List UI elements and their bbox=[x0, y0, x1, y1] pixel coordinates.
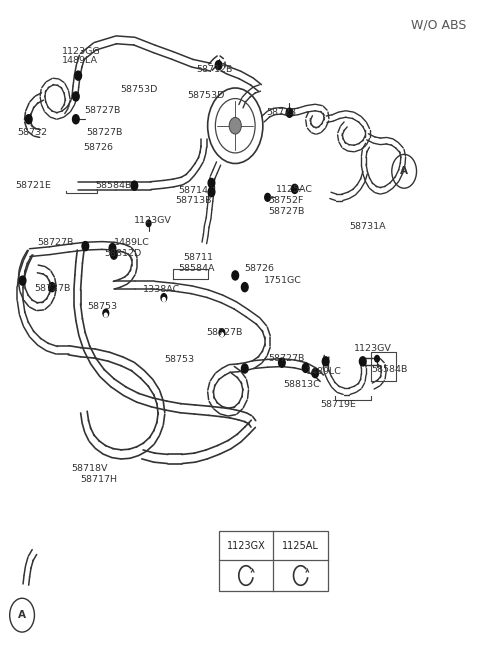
Text: 58584B: 58584B bbox=[371, 365, 407, 374]
Text: A: A bbox=[18, 610, 26, 620]
Text: A: A bbox=[400, 166, 408, 176]
Text: 58727B: 58727B bbox=[268, 354, 305, 364]
Text: 1123GX: 1123GX bbox=[227, 540, 265, 551]
Circle shape bbox=[19, 276, 26, 285]
Text: 58753: 58753 bbox=[164, 355, 194, 364]
Text: 1338AC: 1338AC bbox=[143, 285, 180, 294]
Text: 1123GG: 1123GG bbox=[61, 47, 100, 56]
Text: 58727B: 58727B bbox=[87, 128, 123, 138]
Text: 58723: 58723 bbox=[266, 108, 296, 117]
Circle shape bbox=[75, 71, 82, 80]
Circle shape bbox=[312, 369, 319, 378]
Text: 58712B: 58712B bbox=[196, 65, 233, 73]
Circle shape bbox=[278, 358, 285, 367]
Circle shape bbox=[241, 364, 248, 373]
Circle shape bbox=[82, 242, 89, 251]
Bar bbox=[218, 531, 328, 591]
Circle shape bbox=[72, 92, 79, 101]
Text: 58752F: 58752F bbox=[268, 196, 304, 205]
Text: 58714: 58714 bbox=[178, 186, 208, 195]
Circle shape bbox=[232, 271, 239, 280]
Circle shape bbox=[146, 220, 151, 227]
Circle shape bbox=[48, 282, 55, 291]
Circle shape bbox=[208, 178, 215, 187]
Text: 58584A: 58584A bbox=[178, 264, 215, 272]
Circle shape bbox=[161, 293, 167, 301]
Text: 58727B: 58727B bbox=[38, 238, 74, 248]
Text: 1125AC: 1125AC bbox=[276, 185, 312, 194]
Text: 58732: 58732 bbox=[18, 128, 48, 137]
Circle shape bbox=[25, 115, 32, 124]
Circle shape bbox=[291, 184, 298, 193]
Circle shape bbox=[104, 313, 107, 317]
Text: 58727B: 58727B bbox=[35, 284, 71, 293]
Circle shape bbox=[241, 282, 248, 291]
Circle shape bbox=[286, 108, 293, 117]
Circle shape bbox=[72, 115, 79, 124]
Text: 58726: 58726 bbox=[245, 264, 275, 272]
Text: 58727B: 58727B bbox=[207, 328, 243, 337]
Circle shape bbox=[131, 181, 138, 190]
Text: 58719E: 58719E bbox=[320, 400, 356, 409]
Text: 1123GV: 1123GV bbox=[134, 216, 172, 225]
Text: 58813C: 58813C bbox=[283, 381, 320, 389]
Text: 58711: 58711 bbox=[183, 253, 213, 262]
Circle shape bbox=[215, 61, 222, 70]
Circle shape bbox=[360, 357, 366, 366]
Circle shape bbox=[110, 250, 117, 259]
Text: 58731A: 58731A bbox=[349, 222, 386, 231]
Circle shape bbox=[162, 297, 165, 301]
Text: 58753D: 58753D bbox=[120, 84, 157, 94]
Text: 58753D: 58753D bbox=[188, 90, 225, 100]
Text: 58718V: 58718V bbox=[71, 464, 108, 473]
Circle shape bbox=[220, 333, 223, 337]
Text: 58717H: 58717H bbox=[81, 475, 118, 483]
Text: 58753: 58753 bbox=[88, 302, 118, 311]
Text: 1123GV: 1123GV bbox=[354, 345, 392, 354]
Text: W/O ABS: W/O ABS bbox=[411, 18, 466, 31]
Circle shape bbox=[208, 187, 215, 196]
Circle shape bbox=[103, 309, 108, 317]
Text: 1125AL: 1125AL bbox=[282, 540, 319, 551]
Circle shape bbox=[322, 357, 329, 366]
Text: 1489LC: 1489LC bbox=[306, 367, 342, 376]
Text: 58584B: 58584B bbox=[95, 181, 131, 190]
Circle shape bbox=[219, 329, 225, 337]
Circle shape bbox=[229, 117, 241, 134]
Circle shape bbox=[302, 364, 309, 373]
Text: 58812D: 58812D bbox=[104, 249, 142, 258]
Text: 58713B: 58713B bbox=[175, 196, 211, 205]
Text: 58727B: 58727B bbox=[268, 206, 305, 215]
Circle shape bbox=[109, 244, 116, 253]
Text: 1489LA: 1489LA bbox=[61, 56, 97, 65]
Text: 1489LC: 1489LC bbox=[114, 238, 150, 248]
Circle shape bbox=[265, 193, 270, 201]
Text: 1751GC: 1751GC bbox=[264, 276, 301, 285]
Text: 58727B: 58727B bbox=[84, 106, 121, 115]
Circle shape bbox=[375, 356, 379, 362]
Text: 58721E: 58721E bbox=[15, 181, 51, 190]
Text: 58726: 58726 bbox=[83, 143, 113, 152]
